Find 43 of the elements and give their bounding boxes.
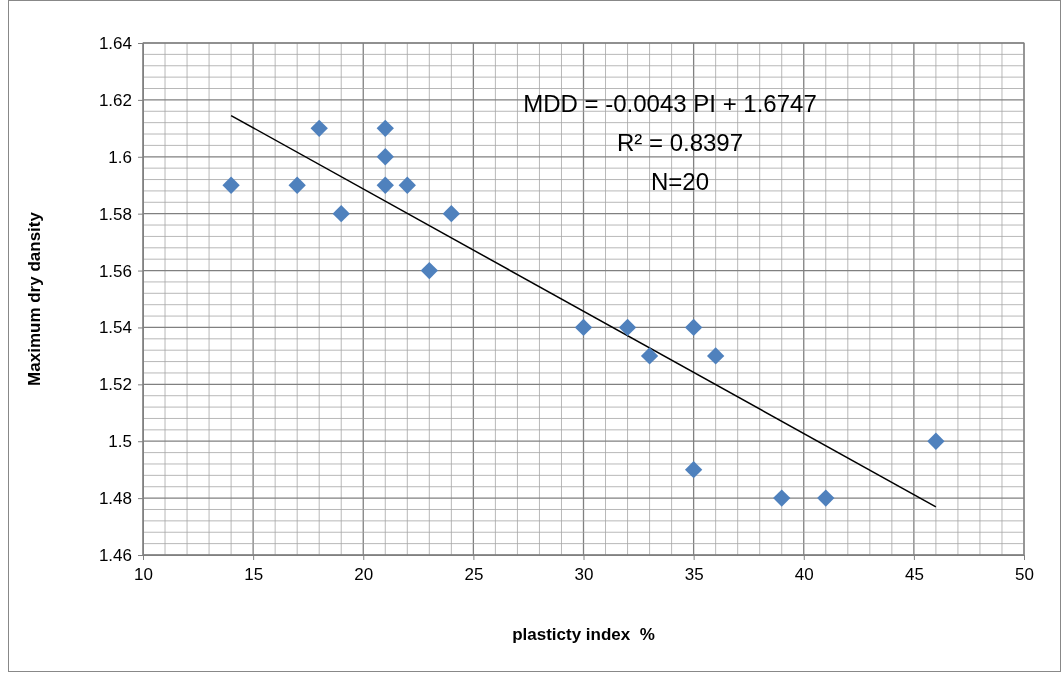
x-tick-label: 20 — [354, 565, 374, 585]
annotation: N=20 — [650, 168, 710, 195]
x-tick-label: 35 — [684, 565, 704, 585]
y-axis-title: Maximum dry dansity — [25, 211, 44, 386]
y-tick-label: 1.46 — [98, 545, 132, 565]
point — [640, 347, 659, 365]
point — [332, 205, 350, 223]
point — [706, 347, 725, 365]
point — [773, 489, 791, 507]
annotation: R² = 0.8397 — [616, 129, 744, 156]
point — [618, 318, 637, 337]
point — [684, 318, 703, 337]
point — [817, 489, 835, 507]
point — [442, 205, 461, 223]
point — [398, 176, 416, 194]
x-tick-label: 40 — [794, 565, 814, 585]
y-tick-label: 1.56 — [98, 261, 132, 281]
point — [376, 119, 394, 137]
y-tick-label: 1.54 — [98, 318, 132, 338]
point — [310, 119, 328, 137]
point — [574, 318, 593, 337]
y-tick-label: 1.58 — [98, 204, 132, 224]
point — [288, 176, 306, 194]
x-tick-label: 10 — [134, 565, 153, 585]
x-axis-title: plasticty index % — [512, 625, 655, 644]
x-tick-label: 50 — [1015, 565, 1034, 585]
x-tick-label: 30 — [574, 565, 594, 585]
x-tick-label: 15 — [244, 565, 264, 585]
point — [222, 176, 240, 194]
y-tick-label: 1.48 — [98, 489, 132, 509]
y-tick-label: 1.64 — [98, 33, 132, 53]
y-tick-label: 1.52 — [98, 375, 132, 395]
y-tick-label: 1.62 — [98, 90, 132, 110]
point — [376, 176, 394, 194]
x-tick-label: 45 — [904, 565, 924, 585]
point — [376, 148, 394, 166]
y-tick-label: 1.5 — [108, 432, 132, 452]
point — [684, 461, 703, 479]
y-tick-label: 1.6 — [108, 147, 132, 167]
point — [927, 432, 945, 450]
x-tick-label: 25 — [464, 565, 484, 585]
annotation: MDD = -0.0043 PI + 1.6747 — [523, 90, 817, 117]
point — [420, 261, 438, 280]
